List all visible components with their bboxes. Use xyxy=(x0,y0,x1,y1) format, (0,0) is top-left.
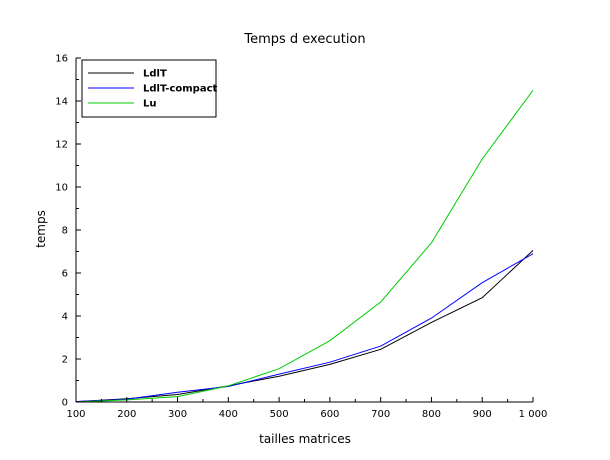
legend-label-1: LdlT-compact xyxy=(143,84,218,95)
legend: LdlT LdlT-compact Lu xyxy=(82,60,218,117)
x-tick-label: 800 xyxy=(422,409,441,420)
y-tick-label: 6 xyxy=(62,269,68,280)
legend-label-0: LdlT xyxy=(143,69,167,80)
x-tick-label: 200 xyxy=(117,409,136,420)
y-tick-label: 12 xyxy=(55,140,68,151)
legend-label-2: Lu xyxy=(143,99,157,110)
x-tick-label: 100 xyxy=(66,409,85,420)
x-tick-label: 700 xyxy=(371,409,390,420)
x-tick-label: 300 xyxy=(168,409,187,420)
y-tick-label: 10 xyxy=(55,183,68,194)
chart-title: Temps d execution xyxy=(243,32,365,47)
y-tick-label: 2 xyxy=(62,355,68,366)
x-tick-label: 1 000 xyxy=(519,409,548,420)
x-tick-label: 400 xyxy=(219,409,238,420)
y-tick-label: 8 xyxy=(62,226,68,237)
y-tick-label: 14 xyxy=(55,97,68,108)
x-tick-label: 600 xyxy=(320,409,339,420)
y-tick-label: 16 xyxy=(55,54,68,65)
y-tick-label: 0 xyxy=(62,398,68,409)
x-tick-label: 500 xyxy=(270,409,289,420)
x-tick-label: 900 xyxy=(473,409,492,420)
x-axis-label: tailles matrices xyxy=(259,432,351,446)
y-tick-label: 4 xyxy=(62,312,68,323)
y-axis-label: temps xyxy=(34,210,48,248)
